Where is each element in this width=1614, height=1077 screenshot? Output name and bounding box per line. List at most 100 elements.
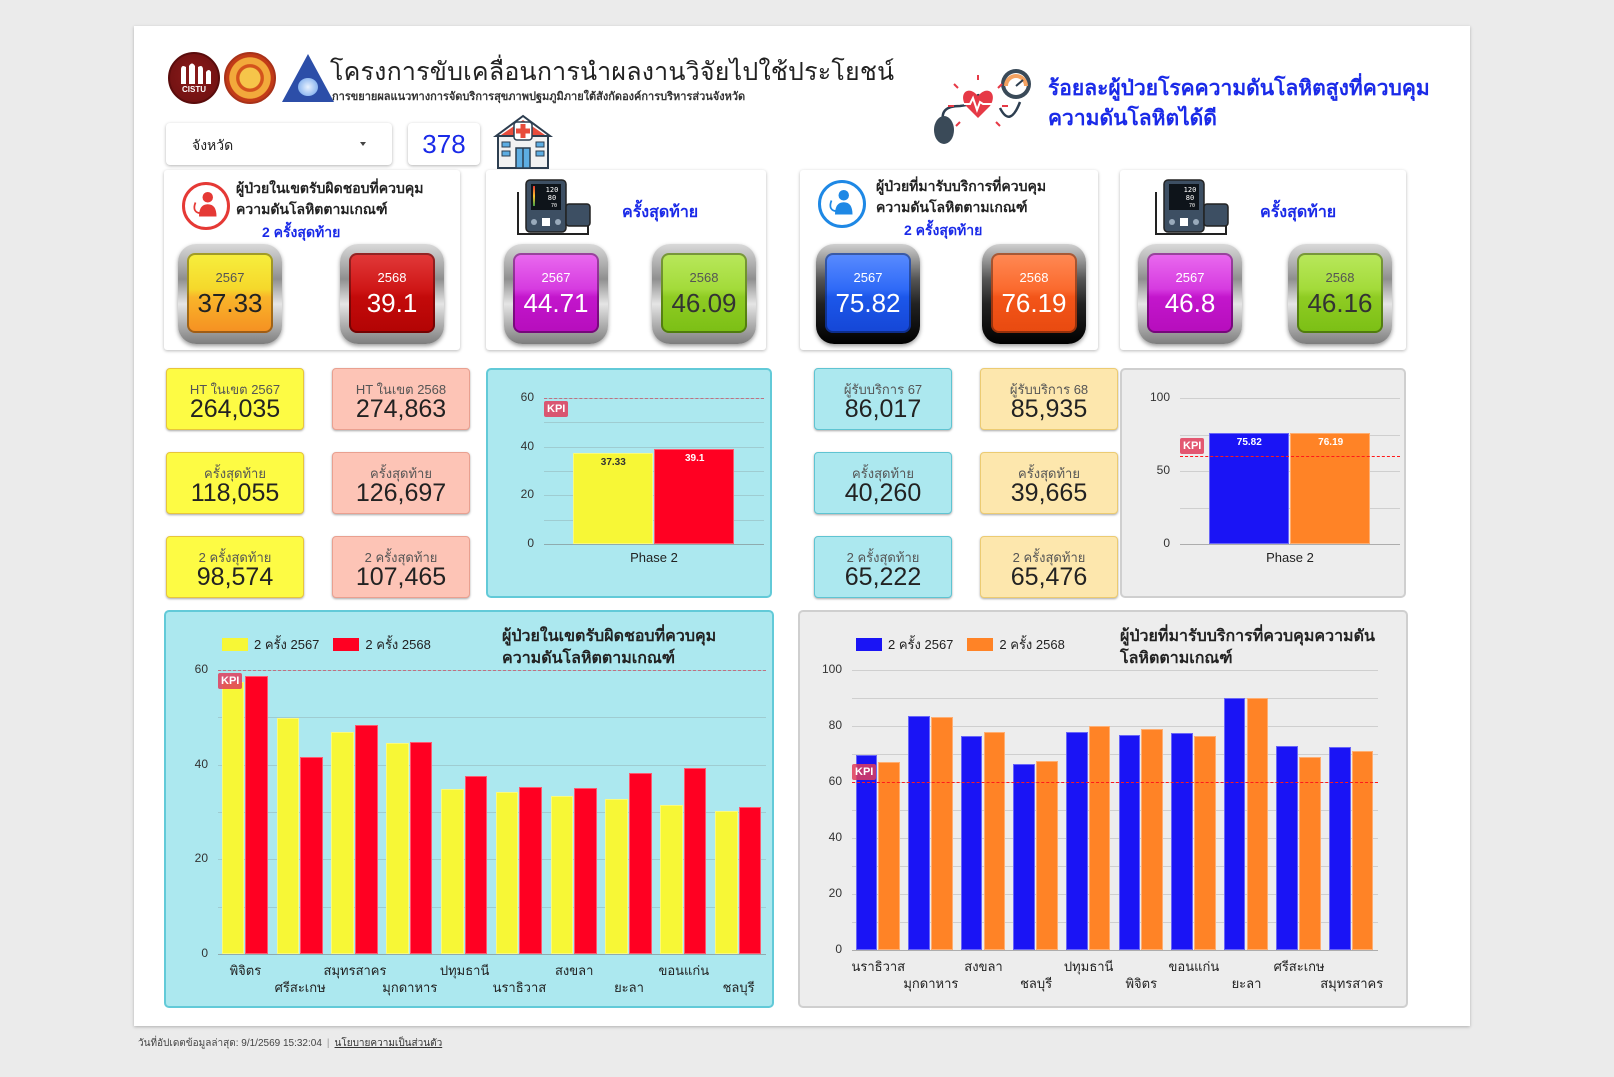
- kpi-button-2567: 2567 37.33: [178, 244, 282, 344]
- kpi-year: 2568: [1325, 270, 1355, 285]
- bar-2 ครั้ง 2568: [1351, 750, 1374, 950]
- gridline: [852, 950, 1378, 951]
- bar-2 ครั้ง 2567: [386, 742, 409, 954]
- bar-2 ครั้ง 2568: [738, 806, 762, 954]
- kpi-button-2568: 2568 46.09: [652, 244, 756, 344]
- stat-label: ครั้งสุดท้าย: [1018, 466, 1080, 481]
- hospital-icon: [492, 114, 554, 169]
- stat-tile: ครั้งสุดท้าย 126,697: [332, 452, 470, 514]
- bar-2 ครั้ง 2568: [1088, 726, 1111, 950]
- gridline: [852, 810, 1378, 811]
- svg-text:80: 80: [1186, 194, 1194, 202]
- stat-value: 118,055: [190, 479, 280, 507]
- stat-label: 2 ครั้งสุดท้าย: [846, 550, 920, 565]
- bar-value-label: 39.1: [684, 452, 705, 464]
- kpi-threshold-line: [852, 782, 1378, 783]
- bar-2 ครั้ง 2567: [221, 681, 245, 954]
- stat-tile: ผู้รับบริการ 67 86,017: [814, 368, 952, 430]
- gridline: [218, 717, 766, 719]
- patient-doctor-icon: [182, 182, 230, 230]
- stat-value: 85,935: [1010, 395, 1088, 423]
- cistu-logo: CISTU: [168, 52, 220, 104]
- kpi-button-2568: 2568 46.16: [1288, 244, 1392, 344]
- kpi-value: 37.33: [197, 288, 263, 318]
- dashboard-page: CISTU โครงการขับเคลื่อนการนำผลงานวิจัยไป…: [134, 26, 1470, 1026]
- gridline: [852, 726, 1378, 727]
- stat-value: 86,017: [844, 395, 922, 423]
- card-title-line1: ผู้ป่วยในเขตรับผิดชอบที่ควบคุม: [236, 180, 424, 196]
- bar-2 ครั้ง 2567: [715, 810, 738, 954]
- stat-tile: 2 ครั้งสุดท้าย 98,574: [166, 536, 304, 598]
- bar-2 ครั้ง 2568: [930, 717, 953, 950]
- stat-value: 274,863: [355, 395, 447, 423]
- card-subtitle: ครั้งสุดท้าย: [622, 204, 699, 221]
- bar-2 ครั้ง 2567: [605, 798, 628, 954]
- kpi-value: 44.71: [523, 288, 589, 318]
- y-axis-tick: 0: [201, 946, 208, 960]
- privacy-policy-link[interactable]: นโยบายความเป็นส่วนตัว: [334, 1038, 443, 1049]
- y-axis-tick: 40: [194, 756, 208, 771]
- blood-pressure-heart-icon: [934, 69, 1031, 144]
- last-updated: วันที่อัปเดตข้อมูลล่าสุด: 9/1/2569 15:32…: [138, 1038, 322, 1049]
- stat-label: HT ในเขต 2568: [355, 382, 447, 397]
- y-axis-tick: 20: [828, 886, 842, 900]
- bar-value-label: 37.33: [600, 457, 626, 469]
- stat-label: HT ในเขต 2567: [189, 382, 281, 397]
- x-axis-category: นราธิวาส: [492, 980, 547, 995]
- kpi-year: 2567: [215, 270, 245, 285]
- bar-2 ครั้ง 2568: [1141, 728, 1163, 950]
- bar-2 ครั้ง 2567: [1066, 731, 1088, 950]
- bar-2567: [1208, 433, 1289, 544]
- gridline: [218, 906, 766, 908]
- gridline: [852, 698, 1378, 699]
- legend-item-2568[interactable]: 2 ครั้ง 2568: [333, 634, 431, 655]
- legend-item-2568[interactable]: 2 ครั้ง 2568: [967, 634, 1065, 655]
- gridline: [852, 670, 1378, 671]
- x-axis-category: ปทุมธานี: [439, 963, 490, 978]
- bar-2567: [572, 453, 653, 544]
- x-axis-category: ชลบุรี: [1020, 976, 1053, 991]
- bar-value-label: 76.19: [1318, 436, 1344, 448]
- gridline: [1180, 544, 1400, 545]
- stat-label: 2 ครั้งสุดท้าย: [198, 550, 272, 565]
- stat-tile: ครั้งสุดท้าย 39,665: [980, 452, 1118, 514]
- institute-logo-orb: [298, 78, 318, 96]
- y-axis-tick: 60: [828, 774, 842, 788]
- kpi-threshold-line: [544, 398, 764, 399]
- province-chart-area: 2 ครั้ง 2567 2 ครั้ง 2568 ผู้ป่วยในเขตรั…: [164, 610, 774, 1008]
- patient-doctor-icon: [818, 180, 866, 228]
- gridline: [218, 764, 766, 766]
- chart-title-line1: ผู้ป่วยในเขตรับผิดชอบที่ควบคุม: [502, 628, 717, 645]
- province-select-label: จังหวัด: [192, 137, 234, 153]
- gridline: [852, 894, 1378, 895]
- x-axis-category: พิจิตร: [229, 963, 262, 978]
- card-subtitle: 2 ครั้งสุดท้าย: [262, 224, 341, 240]
- stat-label: ครั้งสุดท้าย: [852, 466, 914, 481]
- kpi-badge: KPI: [852, 764, 877, 780]
- university-seal-logo: [224, 52, 276, 104]
- gridline: [218, 812, 766, 813]
- bar-2 ครั้ง 2567: [495, 792, 519, 954]
- kpi-year: 2567: [541, 270, 571, 285]
- province-select[interactable]: จังหวัด: [166, 123, 392, 165]
- y-axis-tick: 20: [194, 851, 208, 866]
- x-axis-category: สมุทรสาคร: [323, 963, 387, 978]
- legend-item-2567[interactable]: 2 ครั้ง 2567: [222, 634, 319, 655]
- stat-value: 39,665: [1010, 479, 1088, 507]
- kpi-badge: KPI: [218, 673, 243, 689]
- bp-monitor-icon: 120 80 70: [517, 179, 591, 235]
- bar-2 ครั้ง 2568: [878, 761, 900, 950]
- kpi-value: 75.82: [835, 288, 901, 318]
- gridline: [852, 754, 1378, 755]
- legend-item-2567[interactable]: 2 ครั้ง 2567: [856, 634, 953, 655]
- y-axis-tick: 0: [835, 942, 842, 956]
- kpi-threshold-line: [218, 670, 766, 671]
- svg-text:70: 70: [551, 203, 557, 209]
- indicator-title: ร้อยละผู้ป่วยโรคความดันโลหิตสูงที่ควบคุม…: [1048, 77, 1430, 130]
- x-axis-category: ศรีสะเกษ: [274, 980, 326, 995]
- kpi-threshold-line: [1180, 456, 1400, 458]
- chart-title-line2: ความดันโลหิตตามเกณฑ์: [502, 650, 676, 667]
- hospital-count: 378: [408, 123, 480, 165]
- stat-tile: 2 ครั้งสุดท้าย 65,476: [980, 536, 1118, 598]
- stat-value: 65,476: [1010, 563, 1088, 591]
